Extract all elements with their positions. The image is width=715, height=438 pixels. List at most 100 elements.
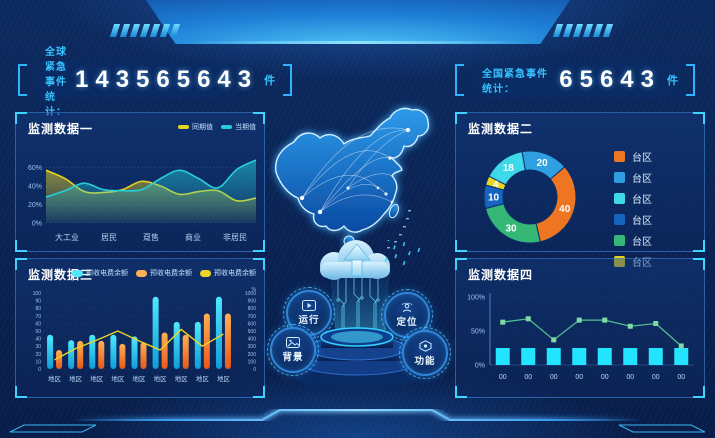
legend-swatch bbox=[614, 172, 625, 183]
legend-item[interactable]: 台区 bbox=[614, 149, 652, 164]
panel-title: 监测数据四 bbox=[468, 268, 534, 282]
svg-text:大工业: 大工业 bbox=[55, 232, 79, 242]
background-button[interactable]: 背景 bbox=[267, 324, 319, 376]
svg-text:非居民: 非居民 bbox=[223, 232, 247, 242]
svg-text:00: 00 bbox=[626, 374, 634, 381]
legend-swatch bbox=[614, 256, 625, 267]
donut-legend: 台区 台区 台区 台区 台区 台区 bbox=[614, 149, 652, 275]
island-dashes bbox=[387, 210, 411, 249]
header-right-stripes bbox=[552, 24, 614, 37]
counter-value: 143565643 bbox=[75, 66, 259, 93]
svg-text:00: 00 bbox=[550, 374, 558, 381]
legend-swatch bbox=[614, 193, 625, 204]
bar-chart-svg: 0102030405060708090100010020030040050060… bbox=[33, 287, 257, 383]
svg-text:60%: 60% bbox=[28, 165, 42, 172]
svg-text:40%: 40% bbox=[28, 184, 42, 191]
svg-text:1000: 1000 bbox=[245, 291, 256, 297]
svg-text:00: 00 bbox=[524, 374, 532, 381]
svg-text:地区: 地区 bbox=[69, 374, 83, 383]
counter-label: 全国紧急事件统计： bbox=[482, 69, 548, 95]
donut-chart-svg: 20 40 30 10 4 18 bbox=[483, 150, 577, 244]
svg-text:40: 40 bbox=[559, 204, 571, 215]
svg-text:200: 200 bbox=[248, 352, 257, 358]
legend-swatch bbox=[136, 269, 147, 277]
legend-swatch bbox=[221, 125, 232, 129]
svg-text:900: 900 bbox=[248, 299, 257, 305]
svg-text:地区: 地区 bbox=[217, 374, 231, 383]
svg-text:0%: 0% bbox=[475, 363, 485, 370]
svg-text:%: % bbox=[252, 287, 257, 293]
image-icon bbox=[286, 337, 300, 348]
legend-item[interactable]: 预收电费余额 bbox=[200, 268, 256, 278]
map-nodes bbox=[299, 127, 411, 215]
svg-text:00: 00 bbox=[677, 374, 685, 381]
svg-text:00: 00 bbox=[575, 374, 583, 381]
svg-text:10: 10 bbox=[488, 192, 500, 203]
area-chart-svg: 0% 20% 40% 60% 大工业 居民 趸售 商业 非居民 bbox=[28, 159, 257, 242]
svg-text:60: 60 bbox=[35, 321, 41, 327]
legend-item[interactable]: 台区 bbox=[614, 170, 652, 185]
svg-text:30: 30 bbox=[35, 344, 41, 350]
svg-text:地区: 地区 bbox=[196, 374, 210, 383]
bracket-right bbox=[686, 64, 695, 96]
legend-swatch bbox=[200, 269, 211, 277]
counter-label: 全球紧急事件统计： bbox=[45, 46, 67, 118]
legend-item[interactable]: 台区 bbox=[614, 212, 652, 227]
svg-text:20: 20 bbox=[537, 158, 549, 169]
bar-chart-legend: 预收电费余额 预收电费余额 预收电费余额 bbox=[72, 268, 256, 278]
svg-text:居民: 居民 bbox=[101, 233, 117, 242]
legend-item[interactable]: 同期值 bbox=[178, 122, 213, 132]
line-chart-svg: 0% 50% 100% 00 00 00 00 00 00 00 00 bbox=[467, 293, 694, 381]
flight-arcs bbox=[301, 127, 409, 213]
svg-text:地区: 地区 bbox=[48, 374, 62, 383]
legend-item[interactable]: 台区 bbox=[614, 233, 652, 248]
svg-text:400: 400 bbox=[248, 337, 257, 343]
panel-monitor-2: 监测数据二 20 40 30 10 4 18 台区 台区 台区 台区 台区 台区 bbox=[455, 112, 705, 269]
svg-text:30: 30 bbox=[505, 224, 517, 235]
upload-arrow-icon bbox=[343, 243, 371, 277]
global-incident-counter: 全球紧急事件统计： 143565643 件 bbox=[18, 47, 293, 118]
legend-item[interactable]: 台区 bbox=[614, 191, 652, 206]
function-button[interactable]: 功能 bbox=[399, 327, 451, 379]
svg-text:100: 100 bbox=[33, 291, 42, 297]
legend-item[interactable]: 预收电费余额 bbox=[136, 268, 192, 278]
legend-item[interactable]: 预收电费余额 bbox=[72, 268, 128, 278]
svg-text:20%: 20% bbox=[28, 202, 42, 209]
svg-text:18: 18 bbox=[503, 163, 515, 174]
bottom-platform-decor bbox=[9, 407, 706, 433]
light-beam bbox=[330, 274, 390, 340]
header-center-shape bbox=[146, 0, 570, 44]
bracket-left bbox=[18, 64, 27, 96]
panel-monitor-4: 监测数据四 0% 50% 100% 00 00 00 00 00 00 00 00 bbox=[455, 258, 705, 398]
china-map bbox=[275, 107, 430, 249]
bracket-left bbox=[455, 64, 464, 96]
svg-text:600: 600 bbox=[248, 321, 257, 327]
legend-item[interactable]: 台区 bbox=[614, 254, 652, 269]
counter-unit: 件 bbox=[667, 75, 678, 87]
panel-monitor-3: 监测数据三 预收电费余额 预收电费余额 预收电费余额 0 10 20 30 40 50 60… bbox=[15, 258, 265, 398]
svg-text:500: 500 bbox=[248, 329, 257, 335]
svg-text:800: 800 bbox=[248, 306, 257, 312]
svg-text:商业: 商业 bbox=[185, 232, 201, 242]
legend-item[interactable]: 当期值 bbox=[221, 122, 256, 132]
svg-text:0: 0 bbox=[38, 367, 41, 373]
svg-text:100: 100 bbox=[248, 359, 257, 365]
svg-text:70: 70 bbox=[35, 314, 41, 320]
svg-text:00: 00 bbox=[499, 374, 507, 381]
svg-text:40: 40 bbox=[35, 337, 41, 343]
svg-text:4: 4 bbox=[493, 179, 499, 190]
svg-text:00: 00 bbox=[601, 374, 609, 381]
counter-value: 65643 bbox=[559, 66, 661, 93]
svg-text:0: 0 bbox=[253, 367, 256, 373]
area-chart-legend: 同期值 当期值 bbox=[178, 122, 256, 132]
panel-title: 监测数据二 bbox=[468, 122, 534, 136]
national-incident-counter: 全国紧急事件统计： 65643 件 bbox=[455, 62, 695, 98]
legend-swatch bbox=[614, 235, 625, 246]
svg-text:地区: 地区 bbox=[154, 374, 168, 383]
svg-text:80: 80 bbox=[35, 306, 41, 312]
bracket-right bbox=[283, 64, 293, 96]
svg-text:50%: 50% bbox=[471, 329, 485, 336]
svg-text:20: 20 bbox=[35, 352, 41, 358]
legend-swatch bbox=[614, 214, 625, 225]
locate-icon bbox=[401, 302, 413, 313]
